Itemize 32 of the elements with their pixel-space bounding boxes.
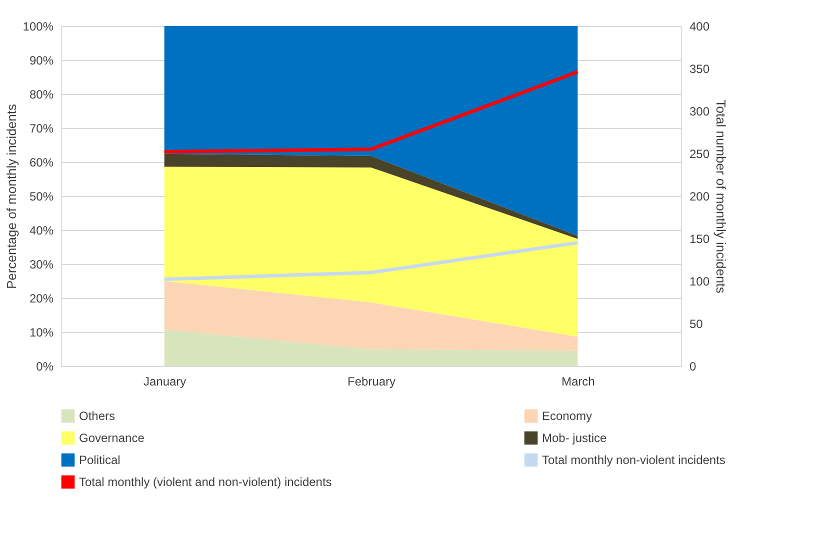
y-tick-label: 80% xyxy=(29,88,54,102)
y-tick-label: 50% xyxy=(29,190,54,204)
legend-label: Political xyxy=(79,453,120,467)
y-tick-label: 30% xyxy=(29,258,54,272)
y2-tick-label: 100 xyxy=(690,274,710,288)
y-tick-label: 100% xyxy=(22,20,54,34)
x-tick-label: January xyxy=(143,374,186,388)
y-tick-label: 20% xyxy=(29,292,54,306)
y2-tick-label: 400 xyxy=(690,20,710,34)
x-tick-label: March xyxy=(561,374,595,388)
x-tick-label: February xyxy=(347,374,396,388)
legend-label: Mob- justice xyxy=(542,431,608,445)
y-tick-label: 60% xyxy=(29,156,54,170)
y2-tick-label: 250 xyxy=(690,147,710,161)
y-tick-label: 90% xyxy=(29,54,54,68)
y-tick-label: 40% xyxy=(29,224,54,238)
y-axis-title: Percentage of monthly incidents xyxy=(4,104,19,289)
legend-label: Others xyxy=(79,409,116,424)
y2-tick-label: 300 xyxy=(690,104,710,118)
legend-label: Governance xyxy=(79,431,145,445)
y-tick-label: 10% xyxy=(29,326,54,340)
legend-label: Total monthly (violent and non-violent) incidents xyxy=(79,475,332,489)
y-tick-label: 70% xyxy=(29,122,54,136)
legend-label: Total monthly non-violent incidents xyxy=(542,453,726,467)
y2-axis-title: Total number of monthly incidents xyxy=(714,100,729,294)
y2-tick-label: 150 xyxy=(690,232,710,246)
y2-tick-label: 200 xyxy=(690,190,710,204)
y2-tick-label: 0 xyxy=(690,360,696,374)
y-tick-label: 0% xyxy=(36,360,54,374)
legend-label: Economy xyxy=(542,409,592,424)
y2-tick-label: 350 xyxy=(690,62,710,76)
y2-tick-label: 50 xyxy=(690,317,704,331)
